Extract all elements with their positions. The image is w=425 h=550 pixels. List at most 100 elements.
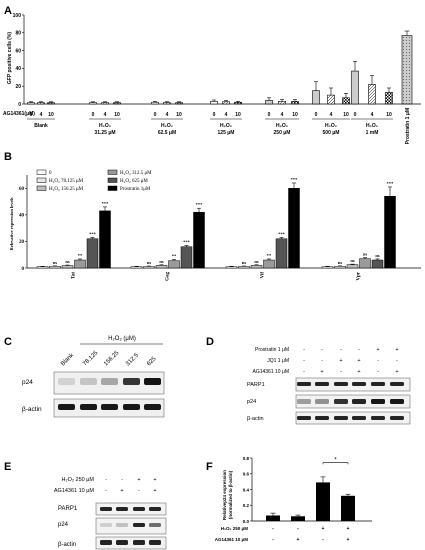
b-xtick-label: Vif — [261, 272, 266, 279]
panel-label-c: C — [4, 336, 12, 348]
d-band-actin — [352, 416, 366, 420]
d-condition-mark: + — [395, 369, 398, 375]
b-ytick-label: 60 — [19, 187, 25, 192]
b-sig-label: ns — [147, 260, 152, 265]
b-sig-label: *** — [278, 231, 286, 236]
a-xtick-label: 4 — [371, 112, 374, 118]
f-condition-mark: + — [297, 537, 300, 543]
f-bar — [316, 482, 330, 521]
a-group-label-1: H₂O₂ — [366, 123, 378, 129]
a-xtick-label: 4 — [281, 112, 284, 118]
a-bar — [291, 101, 299, 105]
b-sig-label: ** — [172, 254, 177, 259]
d-condition-label: Prostratin 1 μM — [255, 347, 289, 353]
a-xtick-label: 10 — [386, 112, 392, 118]
a-group-label-1: H₂O₂ — [220, 123, 232, 129]
b-legend-label: Prostratin 1μM — [120, 187, 151, 192]
a-bar — [151, 101, 159, 105]
d-condition-mark: - — [321, 358, 323, 364]
b-legend-swatch — [107, 169, 118, 175]
f-condition-mark: + — [347, 537, 350, 543]
d-band-p24 — [334, 399, 348, 404]
c-band-actin — [123, 404, 140, 410]
panel-e-row-p24: p24 — [58, 522, 69, 528]
e-condition-mark: + — [153, 477, 156, 483]
e-band-parp1 — [116, 507, 128, 511]
b-sig-label: ns — [350, 258, 355, 263]
a-bar — [27, 102, 35, 105]
a-bar — [222, 101, 230, 105]
b-bar — [359, 258, 371, 269]
panel-label-d: D — [206, 336, 214, 348]
panel-e-blot: H₂O₂ 250 μM - - + + AG14361 10 μM - + - + PARP1 p… — [54, 477, 167, 550]
d-band-actin — [334, 416, 348, 420]
d-condition-mark: + — [357, 358, 360, 364]
b-sig-label: *** — [183, 239, 191, 244]
b-bar — [155, 265, 168, 269]
b-legend-label: 0 — [49, 171, 52, 176]
blot-e-p24 — [95, 517, 167, 535]
b-legend-swatch — [107, 185, 118, 191]
a-prostratin-label: Prostratin 1 μM — [405, 108, 411, 144]
b-legend-label: H₂O₂ 625 μM — [120, 179, 148, 184]
e-band-parp1 — [100, 507, 112, 511]
a-xtick-label: 0 — [92, 112, 95, 118]
panel-label-a: A — [4, 5, 12, 17]
b-sig-label: ns — [159, 259, 164, 264]
a-ytick-label: 40 — [15, 66, 21, 72]
a-xtick-label: 0 — [354, 112, 357, 118]
b-bar — [143, 266, 155, 269]
e-condition-mark: - — [121, 477, 123, 483]
e-band-actin — [133, 540, 145, 545]
a-bar — [342, 97, 350, 105]
b-bar — [74, 259, 86, 269]
d-band-parp1 — [334, 382, 348, 386]
b-bar — [225, 266, 238, 269]
d-condition-mark: - — [340, 369, 342, 375]
panel-label-e: E — [4, 461, 11, 473]
b-bar — [36, 266, 49, 269]
d-condition-label: JQ1 1 μM — [267, 358, 289, 364]
b-sig-label: *** — [196, 202, 204, 207]
f-sig-label: * — [334, 458, 337, 464]
d-condition-mark: - — [377, 369, 379, 375]
a-ytick-label: 0 — [18, 102, 21, 108]
a-group-label-1: H₂O₂ — [161, 123, 173, 129]
a-xtick-label: 0 — [30, 112, 33, 118]
a-bar — [351, 70, 359, 105]
d-band-actin — [371, 416, 385, 420]
c-band-p24 — [144, 378, 161, 385]
a-bar — [385, 92, 393, 105]
d-band-actin — [315, 416, 329, 420]
c-lane-label: 312.5 — [125, 352, 140, 367]
a-xtick-label: 10 — [235, 112, 241, 118]
c-lane-label: Blank — [60, 352, 76, 368]
panel-d-row-actin: β-actin — [247, 416, 264, 422]
b-bar — [334, 266, 346, 269]
b-bar — [384, 196, 396, 269]
panel-f-ylabel-2: (normalized to β-actin) — [228, 470, 233, 519]
b-legend-label: H₂O₂ 156.25 μM — [49, 187, 84, 192]
d-condition-mark: - — [340, 347, 342, 353]
a-xtick-label: 4 — [225, 112, 228, 118]
b-sig-label: ** — [267, 253, 272, 258]
d-condition-mark: - — [358, 347, 360, 353]
a-xtick-label: 0 — [154, 112, 157, 118]
a-group-label-2: 250 μM — [274, 130, 291, 136]
d-condition-mark: - — [303, 358, 305, 364]
b-bar — [99, 210, 111, 269]
b-bar — [275, 238, 288, 269]
d-condition-mark: + — [395, 347, 398, 353]
panel-c-header: H₂O₂ (μM) — [108, 336, 136, 342]
a-xtick-label: 10 — [48, 112, 54, 118]
d-band-parp1 — [371, 382, 385, 386]
panel-f-chart: Relativep24 expression (normalized to β-… — [215, 456, 372, 543]
a-xtick-label: 4 — [104, 112, 107, 118]
b-bar — [180, 246, 193, 269]
b-bar — [168, 260, 180, 269]
f-bar — [266, 515, 280, 521]
c-band-actin — [80, 404, 97, 410]
panel-e-row-actin: β-actin — [58, 542, 76, 548]
a-bar — [89, 102, 97, 105]
d-band-p24 — [315, 399, 329, 404]
